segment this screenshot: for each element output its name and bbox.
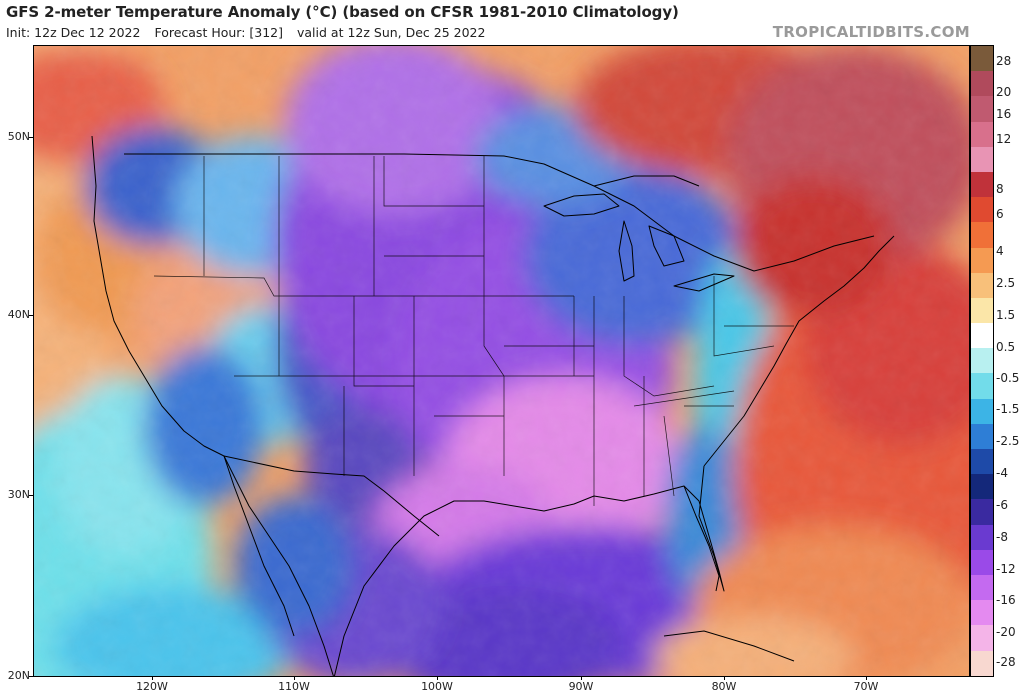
- lat-tick: [29, 315, 34, 316]
- colorbar-cell: [971, 121, 993, 147]
- colorbar-cell: [971, 373, 993, 399]
- lat-label-30n: 30N: [7, 488, 30, 501]
- colorbar-cell: [971, 625, 993, 651]
- colorbar-cell: [971, 398, 993, 424]
- colorbar-cell: [971, 146, 993, 172]
- great-lake-huron: [648, 225, 685, 267]
- colorbar-cell: [971, 171, 993, 198]
- colorbar-label: 20: [996, 85, 1012, 99]
- colorbar-label: -0.5: [996, 371, 1020, 385]
- colorbar-cell: [971, 348, 993, 374]
- colorbar-cell: [971, 474, 993, 500]
- lon-tick: [724, 676, 725, 680]
- colorbar-label: 28: [996, 54, 1012, 68]
- colorbar-label: 1.5: [996, 308, 1016, 322]
- colorbar-label: 8: [996, 182, 1004, 196]
- colorbar-cell: [971, 574, 993, 601]
- colorbar-cell: [971, 247, 993, 273]
- valid-time: valid at 12z Sun, Dec 25 2022: [297, 25, 486, 40]
- colorbar-cell: [971, 222, 993, 248]
- colorbar-cell: [971, 46, 993, 72]
- colorbar-label: -12: [996, 562, 1016, 576]
- colorbar-cell: [971, 449, 993, 475]
- colorbar-cell: [971, 71, 993, 97]
- colorbar-cell: [971, 96, 993, 122]
- lon-tick: [437, 676, 438, 680]
- lat-tick: [29, 137, 34, 138]
- colorbar-labels: 28 20 16 12 8 6 4 2.5 1.5 0.5 -0.5 -1.5 …: [996, 45, 1024, 677]
- baja-coast: [223, 455, 295, 637]
- lat-tick: [29, 495, 34, 496]
- lat-tick: [29, 676, 34, 677]
- map-subtitle: Init: 12z Dec 12 2022 Forecast Hour: [31…: [6, 25, 495, 40]
- lon-label-70w: 70W: [853, 680, 879, 693]
- colorbar-label: -4: [996, 466, 1008, 480]
- lon-tick: [152, 676, 153, 680]
- colorbar-label: -28: [996, 655, 1016, 669]
- colorbar-cell: [971, 650, 993, 676]
- cuba: [663, 630, 795, 662]
- colorbar-cell: [971, 499, 993, 525]
- west-coastline: [91, 135, 334, 676]
- colorbar-cell: [971, 524, 993, 550]
- florida: [683, 485, 720, 592]
- colorbar-label: 4: [996, 244, 1004, 258]
- colorbar-label: 12: [996, 132, 1012, 146]
- lat-label-20n: 20N: [7, 669, 30, 682]
- anomaly-map: [33, 45, 970, 677]
- colorbar-label: 16: [996, 107, 1012, 121]
- colorbar-cell: [971, 323, 993, 349]
- lon-label-120w: 120W: [136, 680, 168, 693]
- lon-label-90w: 90W: [568, 680, 594, 693]
- colorbar-label: 0.5: [996, 340, 1016, 354]
- colorbar-label: -20: [996, 625, 1016, 639]
- forecast-hour: Forecast Hour: [312]: [154, 25, 284, 40]
- colorbar-label: -8: [996, 530, 1008, 544]
- lon-tick: [294, 676, 295, 680]
- brand-watermark: TROPICALTIDBITS.COM: [772, 23, 970, 41]
- colorbar-label: -16: [996, 593, 1016, 607]
- lon-label-80w: 80W: [711, 680, 737, 693]
- lon-tick: [581, 676, 582, 680]
- east-coastline: [703, 235, 895, 467]
- lon-label-100w: 100W: [421, 680, 453, 693]
- colorbar-cell: [971, 600, 993, 626]
- colorbar-label: 6: [996, 207, 1004, 221]
- hudson-area: [593, 175, 700, 187]
- colorbar-cell: [971, 272, 993, 298]
- colorbar-label: -6: [996, 498, 1008, 512]
- colorbar-cell: [971, 549, 993, 575]
- great-lake-superior: [543, 193, 620, 217]
- init-time: Init: 12z Dec 12 2022: [6, 25, 141, 40]
- great-lake-michigan: [618, 220, 635, 282]
- colorbar: [970, 45, 994, 677]
- lat-label-40n: 40N: [7, 308, 30, 321]
- colorbar-cell: [971, 423, 993, 449]
- colorbar-label: 2.5: [996, 276, 1016, 290]
- lat-label-50n: 50N: [7, 130, 30, 143]
- colorbar-label: -2.5: [996, 434, 1020, 448]
- colorbar-label: -1.5: [996, 402, 1020, 416]
- lon-label-110w: 110W: [278, 680, 310, 693]
- colorbar-cell: [971, 297, 993, 324]
- great-lake-erie: [673, 273, 735, 292]
- map-title: GFS 2-meter Temperature Anomaly (°C) (ba…: [6, 3, 679, 21]
- lon-tick: [866, 676, 867, 680]
- us-mexico-border: [223, 455, 440, 537]
- us-canada-border: [124, 153, 875, 272]
- colorbar-cell: [971, 197, 993, 223]
